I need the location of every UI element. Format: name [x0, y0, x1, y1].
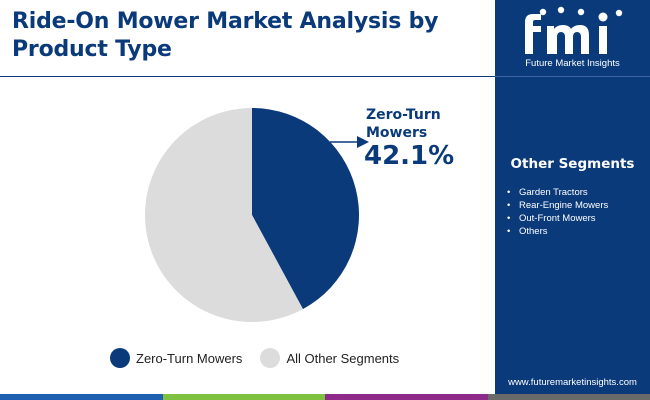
legend-item-other: All Other Segments — [260, 348, 399, 368]
other-segments-title: Other Segments — [510, 156, 635, 172]
logo-icon — [525, 6, 623, 54]
legend-item-zero-turn: Zero-Turn Mowers — [110, 348, 242, 368]
footer-bar-segment — [325, 394, 488, 400]
sidebar: Future Market Insights Other Segments Ga… — [495, 0, 650, 400]
other-segments-list: Garden Tractors Rear-Engine Mowers Out-F… — [505, 186, 608, 238]
pie-chart — [0, 78, 495, 393]
footer-bar-segment — [0, 394, 163, 400]
footer-bar-segment — [162, 394, 325, 400]
legend-swatch-other — [260, 348, 281, 368]
legend-label-zero-turn: Zero-Turn Mowers — [136, 350, 243, 366]
callout-value: 42.1% — [364, 141, 455, 171]
segment-item: Rear-Engine Mowers — [505, 199, 608, 212]
sidebar-divider — [495, 76, 650, 77]
page-title: Ride-On Mower Market Analysis by Product… — [12, 9, 439, 62]
title-divider — [0, 76, 495, 77]
segment-item: Garden Tractors — [505, 186, 608, 199]
callout-label: Zero-Turn Mowers — [366, 107, 441, 141]
chart-legend: Zero-Turn Mowers All Other Segments — [110, 348, 417, 368]
segment-item: Others — [505, 225, 608, 238]
brand-name: Future Market Insights — [525, 58, 620, 69]
footer-color-bar — [0, 394, 650, 400]
website-url: www.futuremarketinsights.com — [508, 377, 637, 388]
segment-item: Out-Front Mowers — [505, 212, 608, 225]
legend-label-other: All Other Segments — [286, 350, 400, 366]
pie-svg — [144, 108, 369, 322]
footer-bar-segment — [487, 394, 650, 400]
legend-swatch-zero-turn — [110, 348, 130, 368]
pie-slice-all-other-segments — [144, 108, 303, 322]
pie-slice-zero-turn-mowers — [252, 108, 359, 310]
brand-logo: Future Market Insights — [495, 0, 650, 76]
